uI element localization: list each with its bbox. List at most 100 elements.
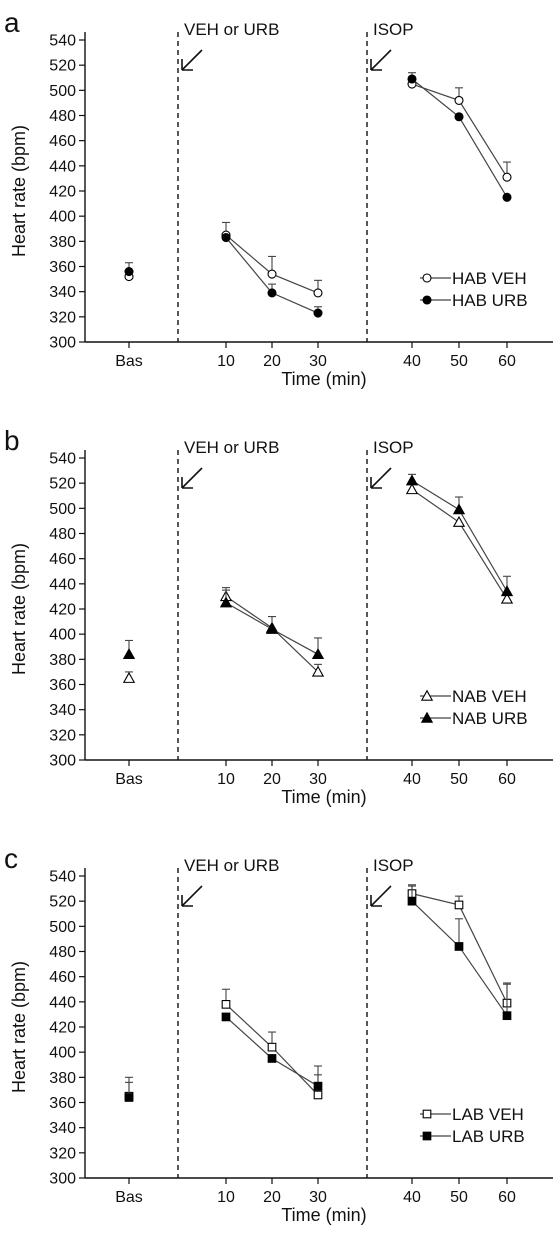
data-point [502, 192, 512, 202]
arrow-icon [181, 885, 203, 907]
data-point [407, 896, 417, 906]
x-tick-label: 20 [263, 1189, 281, 1206]
y-tick-label: 320 [49, 1145, 76, 1162]
x-tick-label: 40 [403, 771, 421, 788]
data-point [454, 112, 464, 122]
y-tick-label: 340 [49, 1120, 76, 1137]
chart-panel-b: b 300 320 340 360 380 400 420 440 460 480 500 520 540… [4, 425, 553, 807]
x-tick-label: 10 [217, 353, 235, 370]
y-tick-label: 300 [49, 753, 76, 770]
legend-label: LAB VEH [452, 1105, 524, 1124]
y-tick-label: 320 [49, 309, 76, 326]
y-tick-label: 380 [49, 1070, 76, 1087]
y-tick-label: 340 [49, 284, 76, 301]
data-point [124, 1093, 134, 1102]
legend-marker [420, 689, 434, 701]
x-tick-label: 40 [403, 353, 421, 370]
data-point [502, 172, 512, 182]
legend-label: LAB URB [452, 1127, 525, 1146]
y-tick-label: 460 [49, 551, 76, 568]
x-axis-title: Time (min) [281, 1205, 366, 1225]
data-point [267, 269, 277, 279]
panel-letter: c [4, 843, 18, 874]
data-point [122, 671, 136, 683]
data-point [454, 942, 464, 951]
y-tick-label: 520 [49, 894, 76, 911]
data-point [452, 503, 466, 515]
y-tick-label: 520 [49, 58, 76, 75]
y-tick-label: 340 [49, 702, 76, 719]
x-tick-label: Bas [115, 771, 143, 788]
data-point [452, 515, 466, 527]
annotation-treatment: VEH or URB [184, 438, 279, 457]
annotation-isop: ISOP [373, 438, 414, 457]
data-point [313, 1081, 323, 1091]
y-tick-label: 320 [49, 727, 76, 744]
x-tick-label: Bas [115, 1189, 143, 1206]
x-tick-label: 30 [309, 353, 327, 370]
y-tick-label: 360 [49, 1095, 76, 1112]
legend-marker [420, 711, 434, 723]
data-point [219, 596, 233, 608]
data-point [405, 474, 419, 486]
y-tick-label: 500 [49, 501, 76, 518]
legend-marker [422, 1131, 432, 1141]
y-tick-label: 460 [49, 969, 76, 986]
y-tick-label: 540 [49, 451, 76, 468]
arrow-icon [370, 467, 392, 489]
x-axis-title: Time (min) [281, 369, 366, 389]
x-tick-label: 10 [217, 1189, 235, 1206]
y-tick-label: 380 [49, 652, 76, 669]
legend-label: HAB VEH [452, 269, 527, 288]
data-point [311, 665, 325, 677]
x-tick-label: 60 [498, 771, 516, 788]
y-tick-label: 420 [49, 602, 76, 619]
y-tick-label: 540 [49, 33, 76, 50]
data-point [265, 622, 279, 634]
x-tick-label: 10 [217, 771, 235, 788]
series-1 [124, 72, 512, 318]
y-tick-label: 360 [49, 259, 76, 276]
y-tick-label: 500 [49, 83, 76, 100]
data-point [124, 266, 134, 277]
legend-marker [422, 273, 432, 283]
annotation-isop: ISOP [373, 856, 414, 875]
annotation-treatment: VEH or URB [184, 856, 279, 875]
data-point [267, 288, 277, 298]
legend-label: NAB URB [452, 709, 528, 728]
legend-label: NAB VEH [452, 687, 527, 706]
data-point [454, 95, 464, 105]
data-point [311, 647, 325, 660]
y-tick-label: 480 [49, 526, 76, 543]
y-tick-label: 300 [49, 1171, 76, 1188]
y-tick-label: 300 [49, 335, 76, 352]
x-tick-label: 50 [450, 353, 468, 370]
data-point [313, 1090, 323, 1100]
data-point [313, 288, 323, 298]
data-point [502, 1011, 512, 1021]
arrow-icon [181, 49, 203, 71]
chart-panel-a: a 300 320 340 360 380 400 420 440 460 480 500 520 540… [4, 7, 553, 389]
series-1 [122, 473, 514, 660]
x-tick-label: 60 [498, 353, 516, 370]
y-tick-label: 480 [49, 944, 76, 961]
legend-marker [422, 295, 432, 305]
x-tick-label: Bas [115, 353, 143, 370]
y-tick-label: 420 [49, 1020, 76, 1037]
x-tick-label: 30 [309, 771, 327, 788]
y-tick-label: 440 [49, 576, 76, 593]
data-point [500, 585, 514, 597]
y-tick-label: 400 [49, 209, 76, 226]
data-point [221, 233, 231, 243]
x-tick-label: 40 [403, 1189, 421, 1206]
series-1 [124, 885, 512, 1102]
y-axis-title: Heart rate (bpm) [9, 961, 29, 1093]
y-tick-label: 440 [49, 158, 76, 175]
y-tick-label: 400 [49, 1045, 76, 1062]
panel-letter: a [4, 7, 20, 38]
x-axis-title: Time (min) [281, 787, 366, 807]
x-tick-label: 50 [450, 771, 468, 788]
annotation-isop: ISOP [373, 20, 414, 39]
x-tick-label: 30 [309, 1189, 327, 1206]
